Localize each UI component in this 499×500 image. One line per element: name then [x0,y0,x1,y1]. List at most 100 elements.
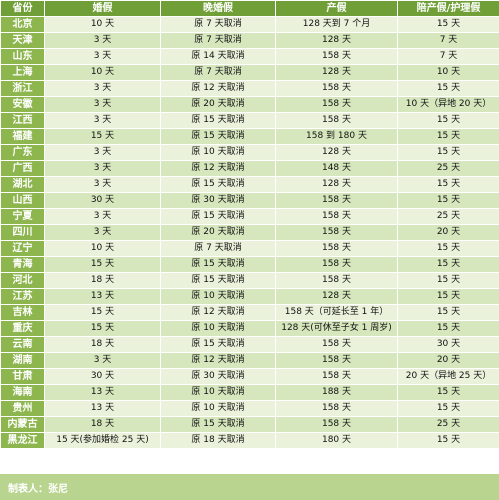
late-marriage-leave-cell: 原 20 天取消 [160,224,276,241]
maternity-leave-cell: 158 天 [275,336,398,353]
table-row: 江西 3 天原 15 天取消 158 天 15 天 [0,112,499,129]
maternity-leave-cell: 128 天 [275,64,398,81]
maternity-leave-cell: 158 天 [275,48,398,65]
late-marriage-leave-cell: 原 15 天取消 [160,336,276,353]
paternity-leave-cell: 15 天 [397,112,499,129]
marriage-leave-cell: 10 天 [44,64,161,81]
header-maternity-leave: 产假 [275,0,398,17]
paternity-leave-cell: 10 天 [397,64,499,81]
marriage-leave-cell: 3 天 [44,112,161,129]
marriage-leave-cell: 15 天 [44,304,161,321]
paternity-leave-cell: 25 天 [397,160,499,177]
province-cell: 浙江 [0,80,45,97]
maternity-leave-cell: 128 天到 7 个月 [275,16,398,33]
leave-policy-table: 省份 婚假 晚婚假 产假 陪产假/护理假 北京 10 天原 7 天取消 128 天到 7 个… [0,0,499,449]
province-cell: 重庆 [0,320,45,337]
paternity-leave-cell: 15 天 [397,80,499,97]
paternity-leave-cell: 15 天 [397,240,499,257]
paternity-leave-cell: 15 天 [397,320,499,337]
header-late-marriage-leave: 晚婚假 [160,0,276,17]
table-header-row: 省份 婚假 晚婚假 产假 陪产假/护理假 [0,0,499,17]
province-cell: 四川 [0,224,45,241]
late-marriage-leave-cell: 原 15 天取消 [160,256,276,273]
late-marriage-leave-cell: 原 12 天取消 [160,80,276,97]
province-cell: 宁夏 [0,208,45,225]
maternity-leave-cell: 158 天 [275,256,398,273]
province-cell: 福建 [0,128,45,145]
maternity-leave-cell: 148 天 [275,160,398,177]
late-marriage-leave-cell: 原 15 天取消 [160,128,276,145]
paternity-leave-cell: 15 天 [397,128,499,145]
maternity-leave-cell: 158 到 180 天 [275,128,398,145]
maternity-leave-cell: 158 天 [275,224,398,241]
table-row: 上海 10 天原 7 天取消 128 天 10 天 [0,64,499,81]
maternity-leave-cell: 158 天 [275,80,398,97]
maternity-leave-cell: 180 天 [275,432,398,449]
paternity-leave-cell: 15 天 [397,400,499,417]
table-row: 宁夏 3 天原 15 天取消 158 天 25 天 [0,208,499,225]
late-marriage-leave-cell: 原 10 天取消 [160,288,276,305]
late-marriage-leave-cell: 原 7 天取消 [160,16,276,33]
province-cell: 广西 [0,160,45,177]
table-row: 安徽 3 天原 20 天取消 158 天 10 天（异地 20 天） [0,96,499,113]
marriage-leave-cell: 13 天 [44,400,161,417]
table-row: 四川 3 天原 20 天取消 158 天 20 天 [0,224,499,241]
table-row: 云南 18 天原 15 天取消 158 天 30 天 [0,336,499,353]
province-cell: 江苏 [0,288,45,305]
late-marriage-leave-cell: 原 7 天取消 [160,32,276,49]
marriage-leave-cell: 3 天 [44,352,161,369]
province-cell: 湖北 [0,176,45,193]
marriage-leave-cell: 3 天 [44,96,161,113]
late-marriage-leave-cell: 原 10 天取消 [160,144,276,161]
late-marriage-leave-cell: 原 10 天取消 [160,320,276,337]
paternity-leave-cell: 20 天 [397,352,499,369]
table-row: 重庆 15 天原 10 天取消 128 天(可休至子女 1 周岁) 15 天 [0,320,499,337]
marriage-leave-cell: 18 天 [44,272,161,289]
marriage-leave-cell: 3 天 [44,144,161,161]
late-marriage-leave-cell: 原 20 天取消 [160,96,276,113]
maternity-leave-cell: 158 天 [275,368,398,385]
late-marriage-leave-cell: 原 18 天取消 [160,432,276,449]
marriage-leave-cell: 18 天 [44,416,161,433]
province-cell: 河北 [0,272,45,289]
province-cell: 辽宁 [0,240,45,257]
maternity-leave-cell: 158 天 [275,192,398,209]
marriage-leave-cell: 13 天 [44,288,161,305]
header-province: 省份 [0,0,45,17]
province-cell: 北京 [0,16,45,33]
province-cell: 黑龙江 [0,432,45,449]
table-row: 江苏 13 天原 10 天取消 128 天 15 天 [0,288,499,305]
late-marriage-leave-cell: 原 10 天取消 [160,384,276,401]
marriage-leave-cell: 3 天 [44,176,161,193]
marriage-leave-cell: 15 天(参加婚检 25 天) [44,432,161,449]
marriage-leave-cell: 3 天 [44,32,161,49]
province-cell: 贵州 [0,400,45,417]
table-row: 内蒙古 18 天原 15 天取消 158 天 25 天 [0,416,499,433]
province-cell: 内蒙古 [0,416,45,433]
maternity-leave-cell: 158 天 [275,352,398,369]
marriage-leave-cell: 13 天 [44,384,161,401]
province-cell: 广东 [0,144,45,161]
table-row: 黑龙江 15 天(参加婚检 25 天) 原 18 天取消 180 天 15 天 [0,432,499,449]
late-marriage-leave-cell: 原 7 天取消 [160,240,276,257]
table-row: 辽宁 10 天原 7 天取消 158 天 15 天 [0,240,499,257]
late-marriage-leave-cell: 原 7 天取消 [160,64,276,81]
table-row: 广西 3 天原 12 天取消 148 天 25 天 [0,160,499,177]
table-row: 甘肃 30 天原 30 天取消 158 天 20 天（异地 25 天） [0,368,499,385]
table-footer: 制表人：张尼 [0,474,499,500]
paternity-leave-cell: 15 天 [397,176,499,193]
table-row: 青海 15 天原 15 天取消 158 天 15 天 [0,256,499,273]
table-maker-credit: 制表人：张尼 [8,484,68,495]
maternity-leave-cell: 128 天 [275,288,398,305]
province-cell: 云南 [0,336,45,353]
header-marriage-leave: 婚假 [44,0,161,17]
table-row: 山西 30 天原 30 天取消 158 天 15 天 [0,192,499,209]
late-marriage-leave-cell: 原 12 天取消 [160,160,276,177]
paternity-leave-cell: 15 天 [397,144,499,161]
late-marriage-leave-cell: 原 12 天取消 [160,304,276,321]
maternity-leave-cell: 158 天（可延长至 1 年） [275,304,398,321]
maternity-leave-cell: 158 天 [275,416,398,433]
